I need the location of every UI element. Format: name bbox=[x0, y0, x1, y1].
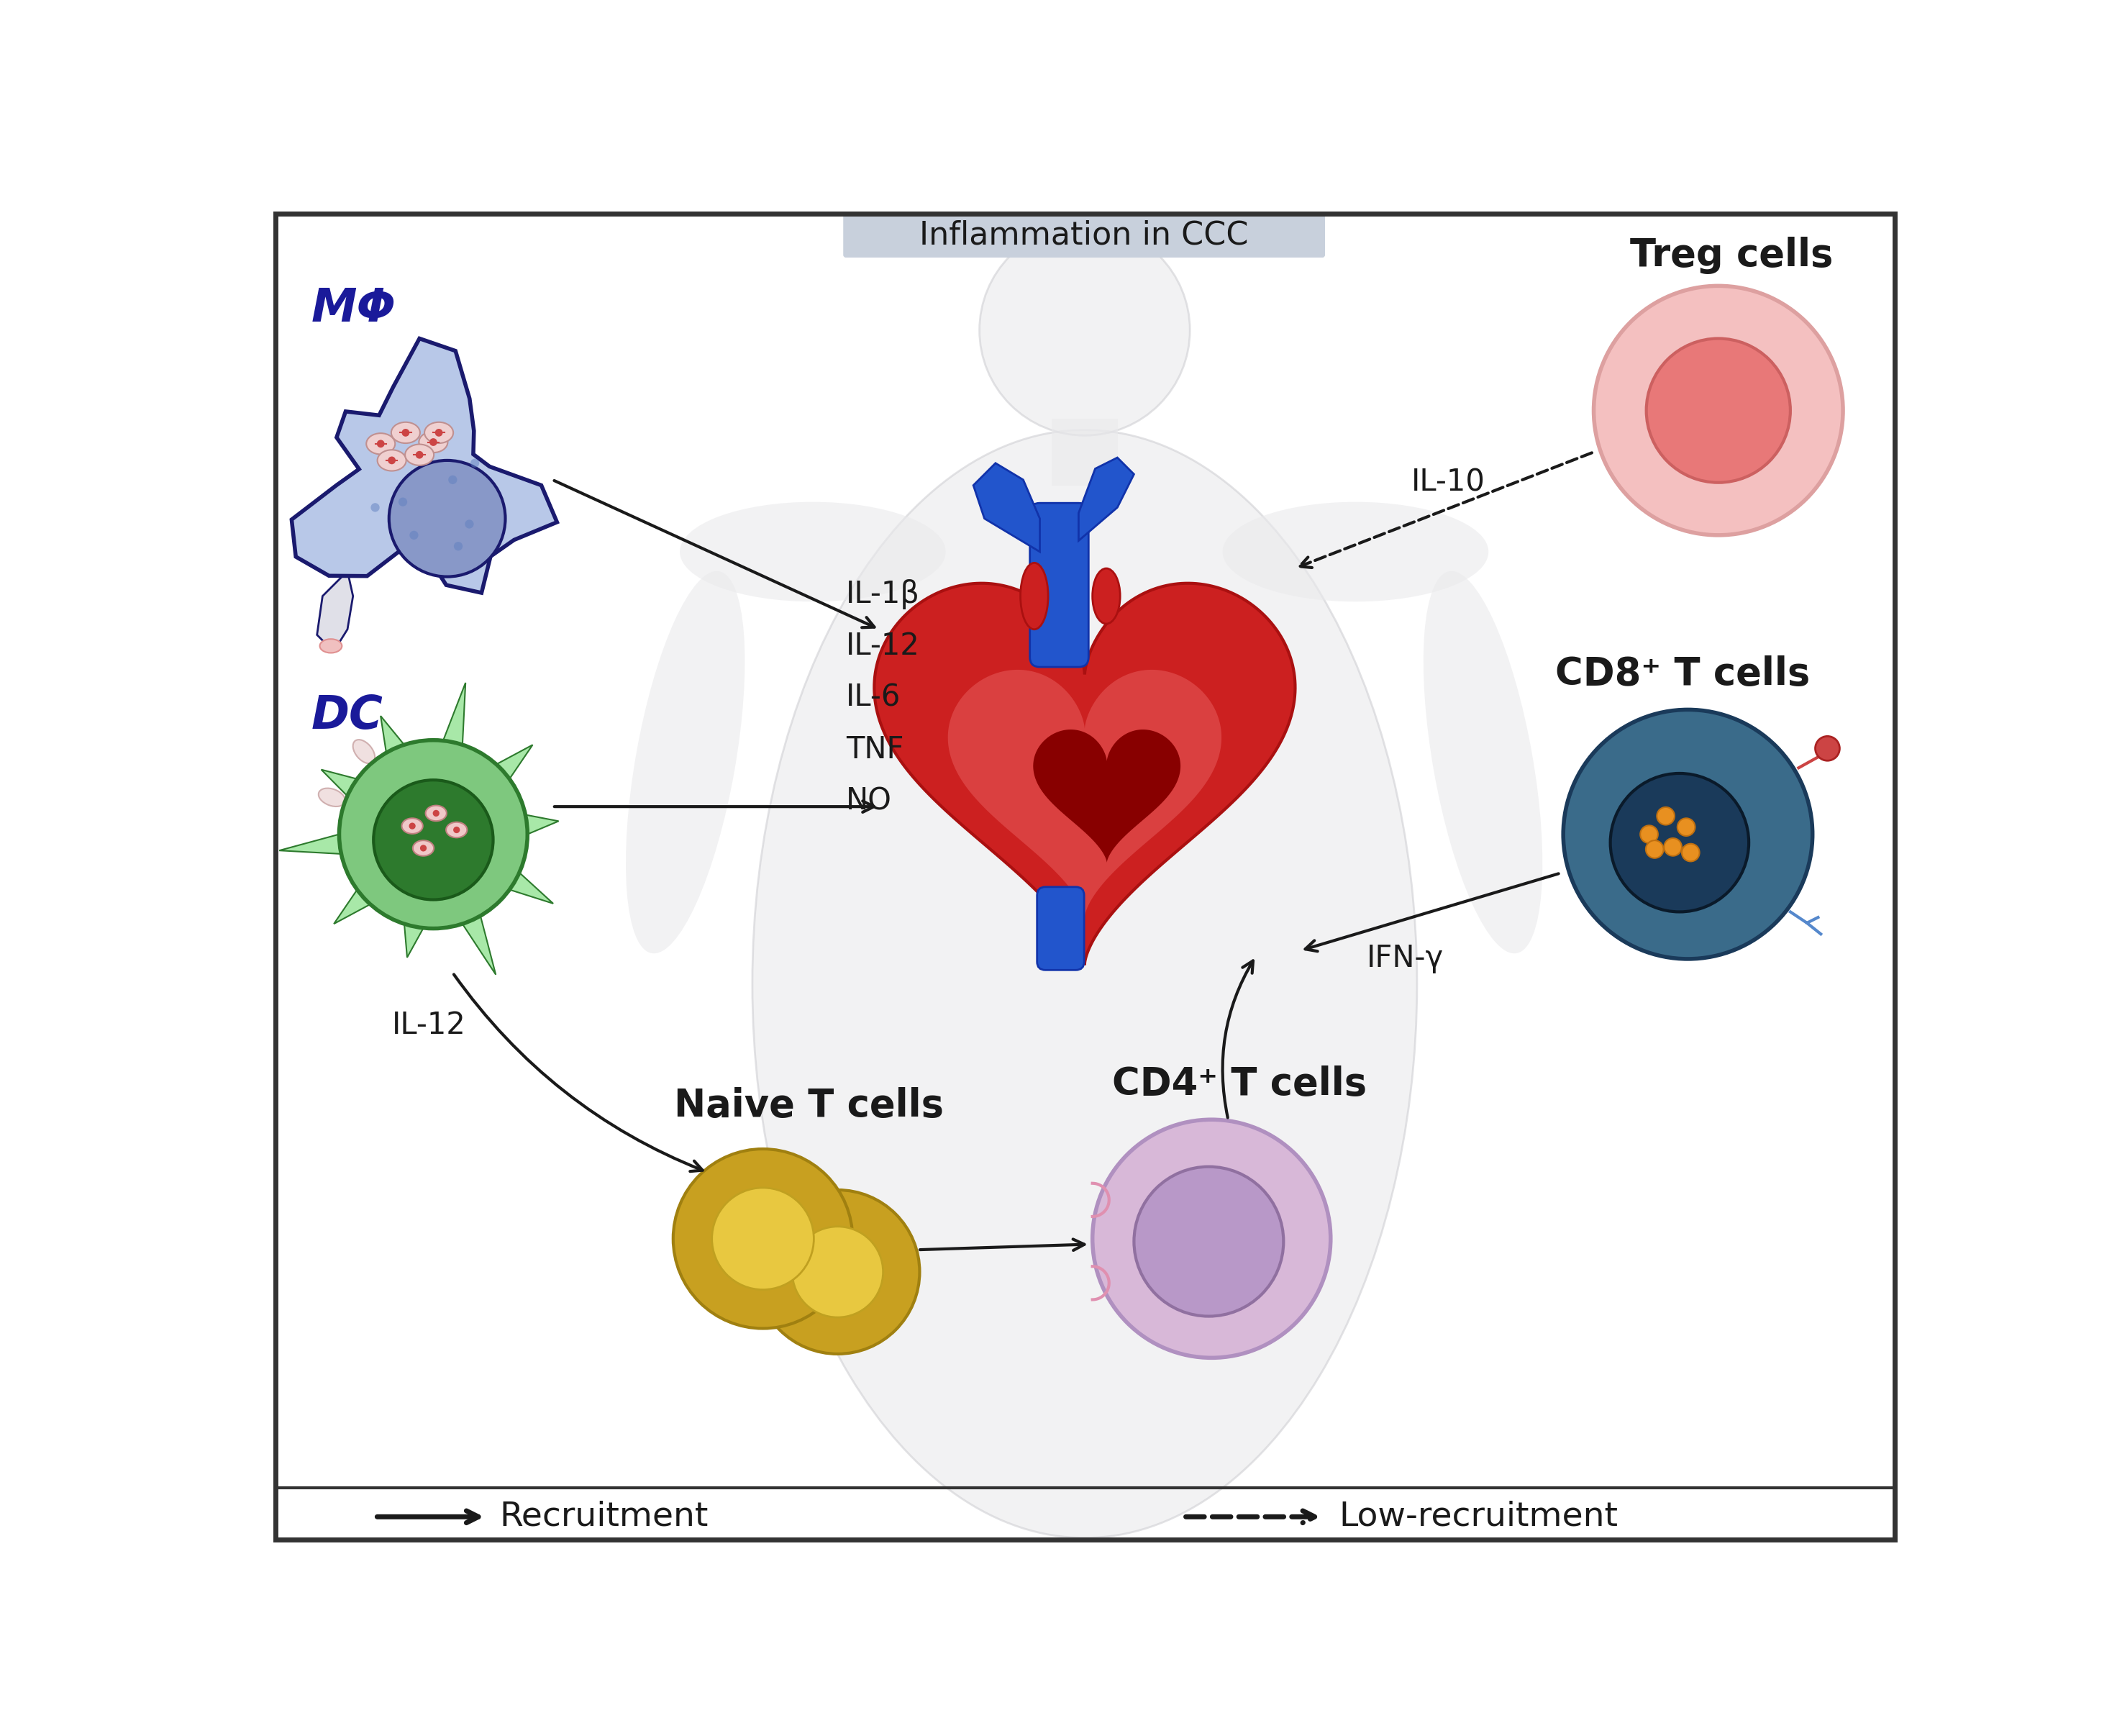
Ellipse shape bbox=[404, 444, 434, 465]
Polygon shape bbox=[318, 571, 354, 651]
Circle shape bbox=[1658, 807, 1675, 825]
Circle shape bbox=[980, 226, 1190, 436]
Polygon shape bbox=[462, 915, 495, 974]
Text: Recruitment: Recruitment bbox=[500, 1500, 709, 1533]
Circle shape bbox=[453, 826, 459, 833]
Circle shape bbox=[711, 1187, 813, 1290]
Circle shape bbox=[339, 740, 527, 929]
Circle shape bbox=[1664, 838, 1681, 856]
Circle shape bbox=[1135, 1167, 1283, 1316]
Polygon shape bbox=[442, 682, 466, 745]
Ellipse shape bbox=[318, 788, 345, 807]
Polygon shape bbox=[874, 583, 1296, 963]
Circle shape bbox=[1645, 840, 1664, 858]
Polygon shape bbox=[948, 670, 1222, 917]
Circle shape bbox=[1562, 710, 1812, 958]
Circle shape bbox=[419, 845, 428, 851]
FancyBboxPatch shape bbox=[1029, 503, 1088, 667]
Text: Treg cells: Treg cells bbox=[1630, 238, 1833, 274]
Ellipse shape bbox=[426, 806, 447, 821]
Circle shape bbox=[792, 1227, 883, 1318]
Circle shape bbox=[1677, 818, 1696, 837]
Polygon shape bbox=[334, 889, 370, 924]
Text: Inflammation in CCC: Inflammation in CCC bbox=[919, 219, 1249, 250]
Circle shape bbox=[377, 439, 385, 448]
Ellipse shape bbox=[392, 422, 419, 443]
Ellipse shape bbox=[1224, 502, 1488, 602]
Circle shape bbox=[402, 429, 409, 436]
Polygon shape bbox=[322, 769, 358, 797]
Ellipse shape bbox=[1092, 568, 1120, 623]
Circle shape bbox=[370, 503, 379, 512]
Circle shape bbox=[398, 498, 406, 507]
Ellipse shape bbox=[423, 422, 453, 443]
Circle shape bbox=[432, 811, 440, 816]
Text: CD8⁺ T cells: CD8⁺ T cells bbox=[1554, 654, 1810, 693]
Polygon shape bbox=[1078, 458, 1135, 540]
Ellipse shape bbox=[320, 639, 343, 653]
Polygon shape bbox=[1033, 729, 1181, 863]
Text: IL-10: IL-10 bbox=[1410, 467, 1484, 496]
Text: Naive T cells: Naive T cells bbox=[673, 1087, 944, 1125]
Circle shape bbox=[430, 437, 438, 446]
FancyBboxPatch shape bbox=[1037, 887, 1084, 970]
Ellipse shape bbox=[377, 450, 406, 470]
Circle shape bbox=[1594, 286, 1844, 535]
Polygon shape bbox=[508, 871, 553, 903]
Circle shape bbox=[373, 779, 493, 899]
Bar bbox=[1052, 418, 1118, 486]
Circle shape bbox=[470, 458, 478, 467]
Circle shape bbox=[1641, 825, 1658, 844]
FancyBboxPatch shape bbox=[845, 214, 1325, 257]
Ellipse shape bbox=[366, 434, 396, 455]
Text: IL-12: IL-12 bbox=[392, 1010, 466, 1040]
Circle shape bbox=[453, 542, 464, 550]
Ellipse shape bbox=[1423, 571, 1543, 953]
Circle shape bbox=[1611, 773, 1749, 911]
Ellipse shape bbox=[354, 740, 375, 764]
Circle shape bbox=[434, 429, 442, 436]
Circle shape bbox=[756, 1189, 919, 1354]
Ellipse shape bbox=[402, 818, 423, 833]
Circle shape bbox=[390, 460, 506, 576]
Polygon shape bbox=[495, 745, 533, 779]
Ellipse shape bbox=[680, 502, 946, 602]
Ellipse shape bbox=[1020, 562, 1048, 630]
Circle shape bbox=[387, 457, 396, 464]
Circle shape bbox=[1814, 736, 1840, 760]
Polygon shape bbox=[381, 715, 404, 753]
Circle shape bbox=[1681, 844, 1700, 861]
Polygon shape bbox=[525, 814, 559, 835]
Text: DC: DC bbox=[311, 694, 383, 738]
Text: MΦ: MΦ bbox=[311, 286, 396, 332]
Polygon shape bbox=[279, 833, 341, 854]
Circle shape bbox=[449, 476, 457, 484]
Polygon shape bbox=[292, 339, 557, 592]
Text: IL-1β
IL-12
IL-6
TNF
NO: IL-1β IL-12 IL-6 TNF NO bbox=[847, 580, 921, 816]
Polygon shape bbox=[404, 924, 423, 958]
Circle shape bbox=[415, 451, 423, 458]
Circle shape bbox=[1092, 1120, 1332, 1358]
Text: IFN-γ: IFN-γ bbox=[1368, 943, 1444, 974]
Circle shape bbox=[1647, 339, 1791, 483]
Ellipse shape bbox=[752, 431, 1416, 1538]
Circle shape bbox=[409, 823, 415, 830]
Circle shape bbox=[409, 531, 419, 540]
Circle shape bbox=[466, 519, 474, 528]
Text: Low-recruitment: Low-recruitment bbox=[1338, 1500, 1617, 1533]
Text: CD4⁺ T cells: CD4⁺ T cells bbox=[1111, 1066, 1368, 1102]
Ellipse shape bbox=[413, 840, 434, 856]
Ellipse shape bbox=[419, 432, 447, 453]
Ellipse shape bbox=[627, 571, 745, 953]
Circle shape bbox=[673, 1149, 853, 1328]
Polygon shape bbox=[974, 464, 1039, 552]
Ellipse shape bbox=[447, 823, 468, 838]
